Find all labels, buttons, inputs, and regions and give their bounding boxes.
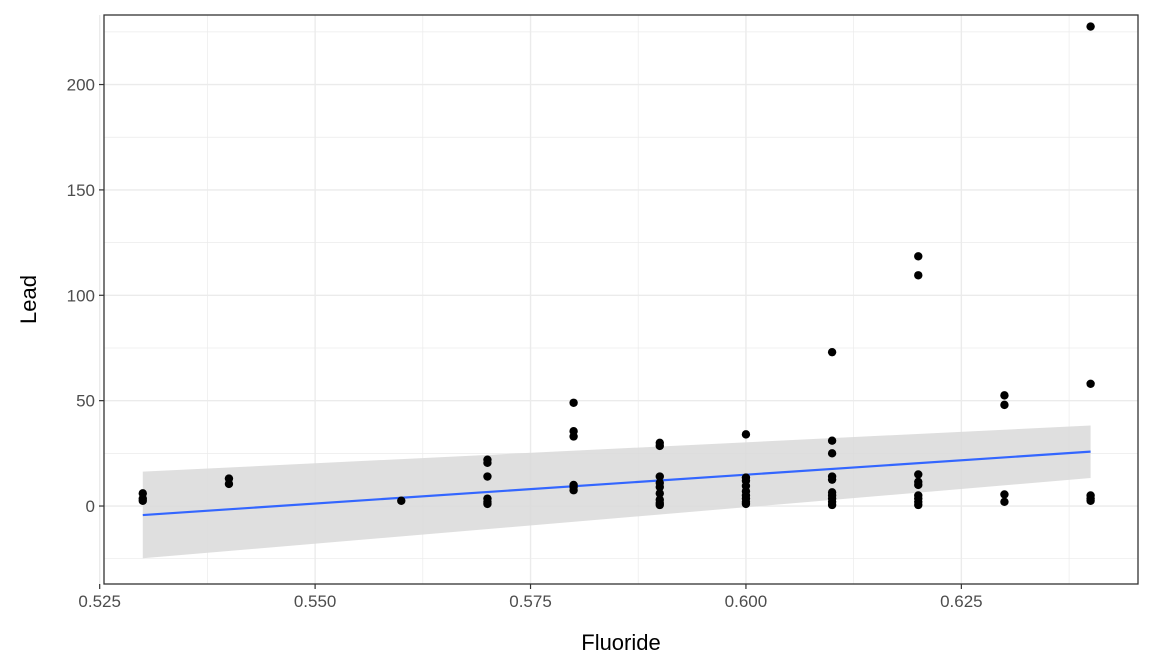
regression-line [142,450,1091,517]
y-tick-label: 50 [76,392,95,411]
confidence-band-layer [142,425,1091,559]
data-point [138,489,147,498]
data-point [569,480,578,490]
y-axis-title: Lead [16,275,41,324]
data-point [827,488,837,497]
data-point [741,430,751,439]
x-tick-label: 0.550 [294,592,337,611]
x-tick-label: 0.525 [78,592,121,611]
data-point [914,491,923,500]
data-point [914,252,923,261]
data-point [655,472,664,481]
data-point [224,474,234,483]
x-tick-label: 0.600 [725,592,768,611]
data-point [1000,490,1009,499]
data-point [569,427,578,436]
points-layer [138,22,1095,510]
x-tick-label: 0.625 [940,592,983,611]
data-point [1000,497,1009,507]
data-point [483,494,492,503]
y-axis: 0 50 100 150 200 [67,76,104,516]
x-tick-label: 0.575 [509,592,552,611]
data-point [483,455,492,464]
data-point [914,477,923,486]
data-point [655,438,664,448]
data-point [483,472,492,481]
data-point [1086,22,1095,31]
data-point [1086,491,1095,500]
data-point [827,436,837,445]
y-tick-label: 150 [67,181,95,200]
data-point [827,449,837,458]
data-point [655,489,664,498]
data-point [655,478,664,488]
data-point [914,470,923,479]
fit-line-layer [142,450,1091,517]
confidence-band [142,425,1091,559]
y-tick-label: 100 [67,286,95,305]
y-tick-label: 0 [86,497,95,516]
data-point [827,347,837,357]
x-axis-title: Fluoride [581,630,660,655]
data-point [914,271,923,280]
data-point [1086,379,1095,388]
data-point [741,473,751,482]
data-point [397,496,406,505]
data-point [569,398,578,407]
data-point [1000,391,1009,400]
data-point [1000,400,1009,410]
data-point [827,472,837,481]
x-axis: 0.525 0.550 0.575 0.600 0.625 [78,584,983,611]
data-point [655,495,664,504]
y-tick-label: 200 [67,76,95,95]
panel-border [103,14,1139,585]
